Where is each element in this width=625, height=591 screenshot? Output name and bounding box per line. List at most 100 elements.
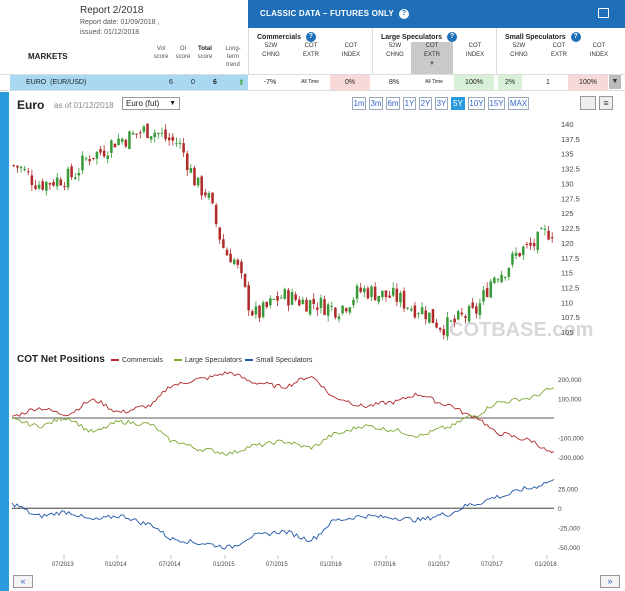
candle-body — [214, 205, 218, 225]
candle-body — [283, 289, 287, 299]
chart-title: Euro — [17, 98, 45, 112]
candle-body — [460, 312, 464, 315]
col-cot-extr-active[interactable]: COT EXTR ▼ — [411, 42, 453, 74]
contract-select[interactable]: Euro (fut) ▼ — [122, 97, 180, 110]
candle-body — [334, 307, 337, 318]
candle-body — [55, 177, 59, 187]
candle-body — [128, 131, 131, 150]
candle-body — [471, 302, 474, 308]
up-arrow-icon: ⬆ — [238, 78, 245, 87]
range-button-5y[interactable]: 5Y — [451, 97, 465, 110]
y-tick-label: 122.5 — [561, 224, 580, 233]
candle-body — [384, 290, 388, 298]
range-button-10y[interactable]: 10Y — [468, 97, 485, 110]
candle-body — [167, 137, 171, 141]
candle-body — [70, 166, 73, 178]
range-button-15y[interactable]: 15Y — [488, 97, 505, 110]
candle-body — [251, 311, 254, 316]
candle-body — [120, 138, 124, 142]
candle-body — [319, 297, 323, 309]
candle-body — [16, 165, 19, 168]
candle-body — [518, 252, 521, 257]
market-row-euro[interactable]: EURO (EUR/USD) 6 0 6 ⬆ -7% All Time 0% 8… — [0, 74, 625, 91]
candle-body — [200, 176, 203, 196]
candle-body — [475, 306, 478, 314]
candle-body — [23, 168, 26, 171]
candle-body — [149, 136, 153, 140]
candle-body — [507, 267, 511, 277]
candle-body — [258, 305, 261, 318]
y-tick-label: 130 — [561, 179, 574, 188]
print-chart-button[interactable] — [580, 96, 596, 110]
candle-body — [435, 322, 438, 328]
legend-large-specs[interactable]: Large Speculators — [174, 357, 242, 364]
range-button-1m[interactable]: 1m — [352, 97, 366, 110]
classic-data-header: CLASSIC DATA – FUTURES ONLY ? — [248, 0, 625, 28]
range-button-3m[interactable]: 3m — [369, 97, 383, 110]
candle-body — [417, 313, 420, 315]
range-button-6m[interactable]: 6m — [386, 97, 400, 110]
col-52w-chng[interactable]: 52W CHNG — [262, 43, 280, 58]
watermark: COTBASE.com — [449, 319, 593, 341]
col-cot-extr[interactable]: COT EXTR — [550, 43, 567, 58]
x-tick-label: 01/2014 — [105, 562, 127, 568]
candle-body — [297, 299, 301, 306]
report-info: Report 2/2018 Report date: 01/09/2018 , … — [0, 0, 248, 74]
col-cot-extr[interactable]: COT EXTR — [302, 43, 319, 58]
y-tick-label: 100,000 — [558, 396, 582, 403]
range-button-1y[interactable]: 1Y — [403, 97, 416, 110]
candle-body — [366, 288, 370, 299]
next-button[interactable]: » — [600, 575, 620, 588]
candle-body — [399, 292, 402, 303]
x-tick-label: 07/2013 — [52, 562, 74, 568]
help-icon[interactable]: ? — [447, 32, 458, 42]
print-icon[interactable] — [598, 8, 609, 18]
group-small-specs: Small Speculators ? 52W CHNG COT EXTR COT I… — [496, 28, 625, 74]
help-icon[interactable]: ? — [399, 9, 410, 19]
candle-body — [337, 316, 341, 320]
candle-body — [395, 288, 399, 302]
candle-body — [373, 286, 377, 301]
candle-body — [52, 181, 55, 186]
candle-body — [420, 307, 424, 315]
candle-body — [153, 132, 156, 138]
col-52w-chng[interactable]: 52W CHNG — [386, 43, 404, 58]
legend-small-specs[interactable]: Small Speculators — [245, 357, 312, 364]
help-icon[interactable]: ? — [570, 32, 581, 42]
y-tick-label: 127.5 — [561, 194, 580, 203]
x-tick-label: 01/2017 — [428, 562, 450, 568]
candle-body — [232, 259, 236, 264]
legend-commercials[interactable]: Commercials — [111, 357, 163, 364]
prev-button[interactable]: « — [13, 575, 33, 588]
vol-score: 6 — [169, 79, 173, 86]
candle-body — [467, 305, 471, 322]
y-tick-label: 200,000 — [558, 377, 582, 384]
chart-menu-button[interactable]: ≡ — [599, 96, 613, 110]
candle-body — [543, 228, 547, 230]
candle-body — [135, 133, 138, 135]
col-cot-index[interactable]: COT INDEX — [341, 43, 361, 58]
candle-body — [157, 133, 160, 135]
candle-body — [81, 155, 84, 171]
series-line-large-speculators — [12, 387, 555, 456]
help-icon[interactable]: ? — [305, 32, 316, 42]
cot-chart: 200,000 100,000 -100,000 -200,000 25,000 0 -25… — [11, 371, 584, 568]
candle-body — [243, 273, 247, 287]
row-scroll-tab[interactable]: ▼ — [609, 75, 621, 89]
y-tick-label: 120 — [561, 239, 574, 248]
market-name: EURO — [26, 79, 47, 86]
range-button-max[interactable]: MAX — [508, 97, 529, 110]
col-cot-index[interactable]: COT INDEX — [589, 43, 609, 58]
vol-score-header: Vol score — [153, 46, 169, 60]
range-button-2y[interactable]: 2Y — [419, 97, 432, 110]
candle-body — [175, 143, 178, 145]
range-button-3y[interactable]: 3Y — [435, 97, 448, 110]
candle-body — [110, 140, 113, 153]
col-52w-chng[interactable]: 52W CHNG — [510, 43, 528, 58]
series-line-small-speculators — [11, 479, 555, 550]
col-cot-index[interactable]: COT INDEX — [465, 43, 485, 58]
candle-body — [102, 150, 106, 157]
comm-cot-index: 0% — [330, 75, 370, 90]
candle-body — [493, 277, 496, 284]
ls-cot-extr: All Time — [425, 79, 443, 85]
